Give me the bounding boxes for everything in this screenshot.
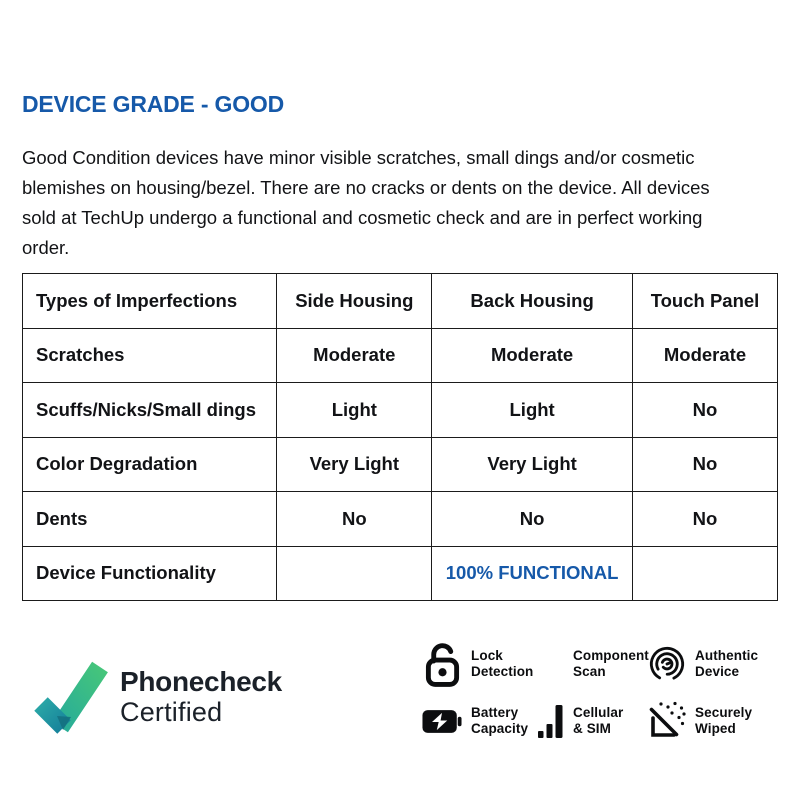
badge-label-line: Component: [573, 648, 649, 663]
table-row: Device Functionality 100% FUNCTIONAL: [21, 545, 778, 601]
cell-value: No: [632, 382, 778, 438]
lock-icon: [422, 640, 462, 688]
badge-label-line: Battery: [471, 705, 519, 720]
header-touch-panel: Touch Panel: [632, 273, 778, 329]
signal-bars-icon: [538, 703, 564, 739]
cell-value: [632, 545, 778, 601]
cell-value: Light: [431, 382, 634, 438]
badge-label-line: Lock: [471, 648, 503, 663]
table-row: Scuffs/Nicks/Small dings Light Light No: [21, 382, 778, 438]
badge-label-line: Cellular: [573, 705, 624, 720]
badge-label-line: Wiped: [695, 721, 736, 736]
cell-value: Very Light: [431, 436, 634, 492]
page-title: DEVICE GRADE - GOOD: [22, 91, 285, 118]
badge-label-line: Capacity: [471, 721, 529, 736]
fingerprint-icon: [648, 643, 686, 685]
checkmark-icon: [34, 661, 108, 734]
cell-value: [276, 545, 433, 601]
badge-label-line: & SIM: [573, 721, 612, 736]
row-label: Scuffs/Nicks/Small dings: [21, 382, 278, 438]
row-label: Device Functionality: [21, 545, 278, 601]
table-row: Color Degradation Very Light Very Light …: [21, 436, 778, 492]
header-types: Types of Imperfections: [21, 273, 278, 329]
phonecheck-brand-text: Phonecheck: [120, 666, 282, 697]
badge-securely-wiped: Securely Wiped: [648, 701, 786, 741]
phonecheck-certified-text: Certified: [120, 697, 223, 727]
badge-battery-capacity: Battery Capacity: [422, 701, 534, 741]
badge-label-line: Detection: [471, 664, 534, 679]
certification-badges: Lock Detection Component Scan: [422, 640, 786, 741]
badge-authentic-device: Authentic Device: [648, 640, 786, 688]
badge-lock-detection: Lock Detection: [422, 640, 534, 688]
header-back-housing: Back Housing: [431, 273, 634, 329]
badge-label-line: Device: [695, 664, 740, 679]
badge-label-line: Scan: [573, 664, 606, 679]
cell-value: Light: [276, 382, 433, 438]
table-header-row: Types of Imperfections Side Housing Back…: [21, 273, 778, 329]
table-row: Dents No No No: [21, 491, 778, 547]
cell-value: Moderate: [276, 327, 433, 383]
cell-value: No: [632, 491, 778, 547]
phonecheck-logo: Phonecheck Certified: [30, 656, 282, 738]
battery-icon: [422, 708, 462, 735]
cell-value: No: [276, 491, 433, 547]
badge-label: Component Scan: [573, 648, 649, 680]
header-side-housing: Side Housing: [276, 273, 433, 329]
cell-value: No: [632, 436, 778, 492]
cell-value: No: [431, 491, 634, 547]
badge-label: Battery Capacity: [471, 705, 528, 737]
badge-label-line: Authentic: [695, 648, 759, 663]
badge-cellular-sim: Cellular & SIM: [538, 701, 644, 741]
badge-label-line: Securely: [695, 705, 753, 720]
imperfections-table: Types of Imperfections Side Housing Back…: [21, 273, 778, 601]
row-label: Color Degradation: [21, 436, 278, 492]
wipe-icon: [648, 701, 686, 741]
functional-status: 100% FUNCTIONAL: [431, 545, 634, 601]
badge-label: Cellular & SIM: [573, 705, 623, 737]
table-row: Scratches Moderate Moderate Moderate: [21, 327, 778, 383]
badge-component-scan: Component Scan: [538, 640, 649, 688]
badge-label: Lock Detection: [471, 648, 533, 680]
row-label: Scratches: [21, 327, 278, 383]
cell-value: Moderate: [632, 327, 778, 383]
row-label: Dents: [21, 491, 278, 547]
cell-value: Very Light: [276, 436, 433, 492]
certification-footer: Phonecheck Certified Lock Detection: [0, 630, 800, 770]
phonecheck-wordmark: Phonecheck Certified: [120, 666, 282, 728]
badge-label: Authentic Device: [695, 648, 758, 680]
badge-label: Securely Wiped: [695, 705, 752, 737]
grade-description: Good Condition devices have minor visibl…: [22, 146, 710, 258]
cell-value: Moderate: [431, 327, 634, 383]
